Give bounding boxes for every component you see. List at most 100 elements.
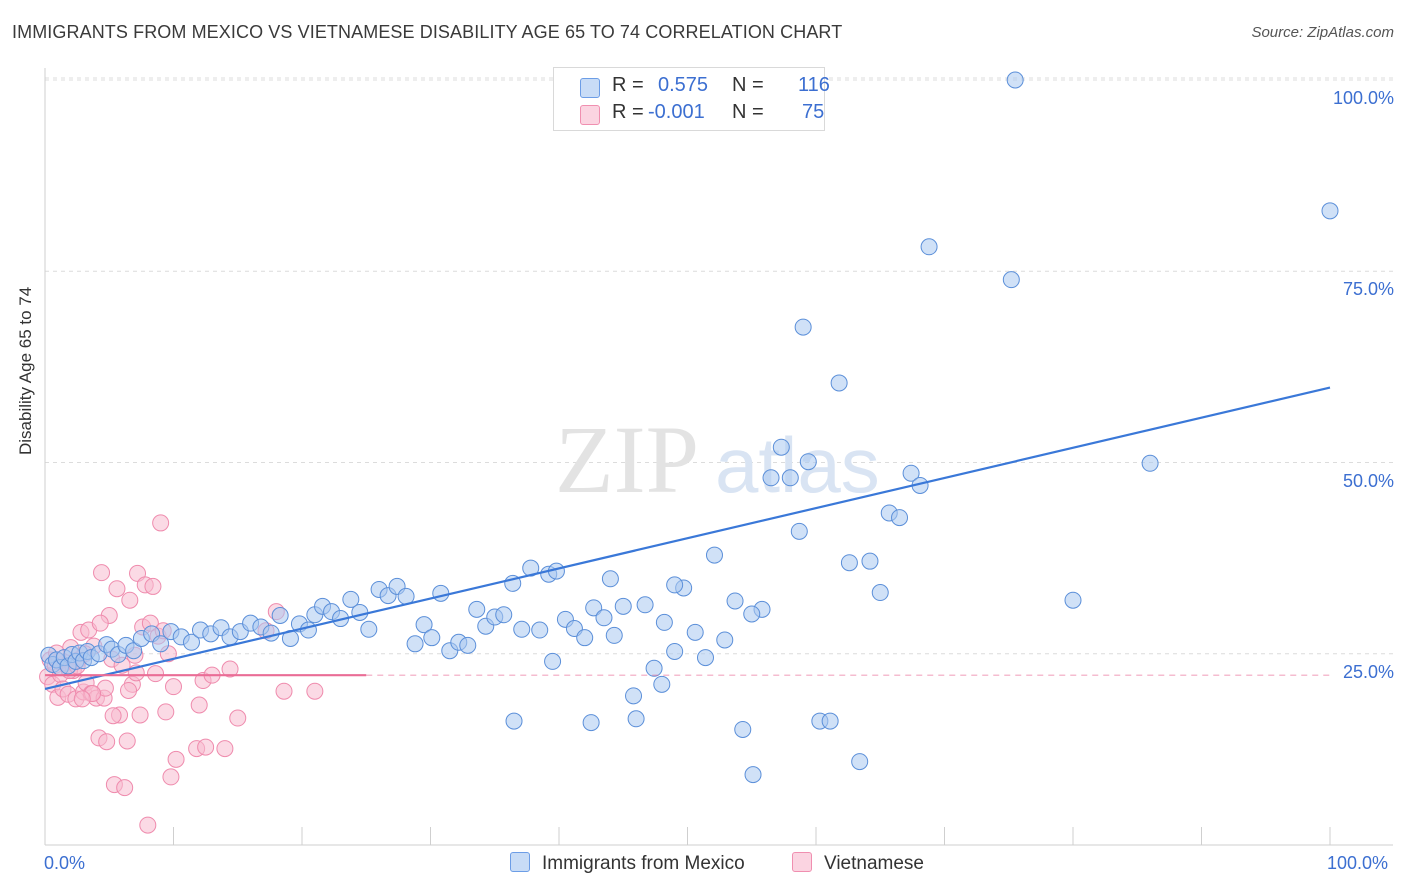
data-point-mexico [576, 629, 594, 647]
data-point-mexico [505, 712, 523, 730]
data-point-mexico [468, 600, 486, 618]
data-point-vietnamese [152, 514, 170, 532]
data-point-mexico [423, 629, 441, 647]
r-label: R = [612, 101, 644, 123]
trend-lines [44, 386, 1331, 691]
watermark-zip: ZIP [555, 406, 699, 513]
data-point-mexico [891, 509, 909, 527]
trendline-mexico [44, 386, 1331, 691]
y-tick-label: 25.0% [1342, 661, 1394, 682]
data-point-mexico [653, 675, 671, 693]
data-point-mexico [696, 649, 714, 667]
data-point-mexico [772, 438, 790, 456]
data-point-mexico [840, 554, 858, 572]
legend-swatch-vietnamese-icon [792, 852, 812, 872]
data-point-mexico [799, 453, 817, 471]
data-point-vietnamese [216, 740, 234, 758]
data-point-mexico [645, 659, 663, 677]
y-tick-label: 50.0% [1342, 470, 1394, 491]
n-label: N = [732, 74, 764, 96]
data-point-mexico [627, 710, 645, 728]
stats-legend-box: R = 0.575 N = 116 R = -0.001 N = 75 [553, 67, 830, 131]
data-point-mexico [342, 590, 360, 608]
data-point-mexico [871, 584, 889, 602]
data-point-mexico [299, 621, 317, 639]
data-point-vietnamese [104, 707, 122, 725]
data-point-mexico [861, 552, 879, 570]
data-point-mexico [686, 623, 704, 641]
data-point-vietnamese [118, 732, 136, 750]
data-point-mexico [152, 635, 170, 653]
swatch-vietnamese-icon [580, 105, 600, 125]
data-point-mexico [734, 720, 752, 738]
data-point-mexico [459, 636, 477, 654]
grid-lines [45, 77, 1393, 655]
data-point-mexico [585, 599, 603, 617]
data-point-mexico [360, 620, 378, 638]
legend-label-mexico: Immigrants from Mexico [542, 853, 745, 874]
data-point-mexico [271, 607, 289, 624]
data-point-vietnamese [108, 580, 126, 598]
data-point-mexico [544, 652, 562, 670]
data-point-vietnamese [139, 816, 157, 834]
data-point-vietnamese [147, 665, 165, 683]
data-point-mexico [582, 714, 600, 732]
legend-item-mexico[interactable]: Immigrants from Mexico [510, 852, 745, 875]
data-point-vietnamese [121, 591, 139, 609]
legend-label-vietnamese: Vietnamese [824, 853, 924, 874]
data-point-mexico [415, 616, 433, 634]
n-value-mexico: 116 [798, 74, 830, 96]
data-point-mexico [743, 605, 761, 623]
data-point-mexico [920, 238, 938, 256]
data-point-vietnamese [306, 682, 324, 700]
x-tick-label-min: 0.0% [44, 853, 86, 873]
watermark-atlas: atlas [715, 421, 880, 509]
data-point-mexico [790, 522, 808, 540]
data-point-mexico [655, 613, 673, 631]
r-value-mexico: 0.575 [658, 74, 709, 96]
data-point-vietnamese [98, 733, 116, 751]
swatch-mexico-icon [580, 78, 600, 98]
legend-swatch-mexico-icon [510, 852, 530, 872]
data-point-mexico [666, 576, 684, 594]
series-vietnamese [39, 514, 324, 834]
data-point-vietnamese [73, 690, 91, 708]
data-point-mexico [531, 621, 549, 639]
data-point-mexico [432, 584, 450, 602]
data-point-vietnamese [91, 614, 109, 632]
data-point-mexico [830, 374, 848, 392]
data-point-mexico [726, 592, 744, 610]
data-point-mexico [666, 642, 684, 660]
data-point-mexico [1141, 454, 1159, 472]
data-point-mexico [182, 633, 200, 651]
y-tick-label: 100.0% [1332, 88, 1394, 108]
data-point-mexico [902, 464, 920, 482]
data-point-vietnamese [221, 660, 239, 678]
data-point-vietnamese [93, 564, 111, 582]
data-point-vietnamese [229, 709, 247, 727]
data-point-vietnamese [197, 738, 215, 756]
data-point-mexico [636, 596, 654, 614]
data-point-mexico [1006, 71, 1024, 89]
r-label: R = [612, 74, 644, 96]
data-point-mexico [125, 642, 143, 660]
data-point-mexico [1002, 271, 1020, 289]
n-label: N = [732, 101, 764, 123]
data-point-mexico [744, 766, 762, 784]
watermark: ZIP atlas [555, 406, 880, 513]
data-point-vietnamese [162, 768, 180, 786]
legend-item-vietnamese[interactable]: Vietnamese [792, 852, 924, 875]
data-point-mexico [781, 469, 799, 487]
data-point-vietnamese [190, 696, 208, 714]
n-value-vietnamese: 75 [802, 101, 825, 123]
data-point-mexico [1064, 591, 1082, 609]
data-point-mexico [625, 687, 643, 705]
data-point-mexico [262, 624, 280, 642]
data-point-mexico [513, 620, 531, 638]
data-point-mexico [605, 626, 623, 644]
data-point-mexico [614, 597, 632, 615]
data-point-vietnamese [157, 703, 175, 721]
data-point-mexico [1321, 202, 1339, 220]
data-point-mexico [762, 469, 780, 487]
